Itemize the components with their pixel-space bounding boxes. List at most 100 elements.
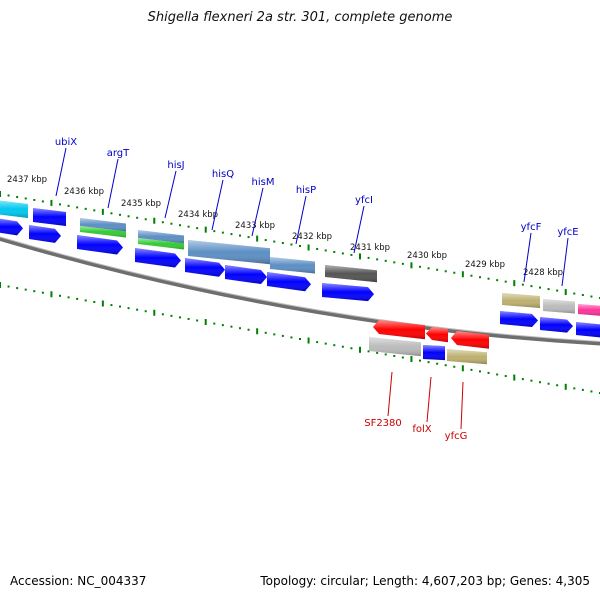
lower-track-minor-tick <box>84 299 87 302</box>
gene-label-hisP: hisP <box>296 185 316 196</box>
upper-track-minor-tick <box>290 243 293 246</box>
upper-track-minor-tick <box>144 218 147 221</box>
scale-label: 2437 kbp <box>7 175 47 185</box>
upper-track-major-tick <box>461 271 464 278</box>
lower-track-minor-tick <box>444 364 447 367</box>
forward-gene-labels: ubiX argT hisJ hisQ hisM hisP yfcI yfcF yfcE <box>55 137 579 287</box>
lower-track-minor-tick <box>264 331 267 334</box>
lower-track-minor-tick <box>299 338 301 340</box>
cds-arrow-rev-shade <box>373 320 425 340</box>
lower-track-minor-tick <box>76 297 79 300</box>
upper-track-minor-tick <box>479 276 481 279</box>
lower-track-minor-tick <box>496 373 499 376</box>
upper-track-minor-tick <box>333 250 336 253</box>
upper-track-minor-tick <box>196 227 199 230</box>
genome-summary-label: Topology: circular; Length: 4,607,203 bp… <box>260 574 590 588</box>
feature-block-hisJ-a-shade <box>138 230 184 244</box>
lower-track-minor-tick <box>436 362 439 365</box>
gene-leader-yfcI <box>353 205 365 254</box>
upper-track-minor-tick <box>496 279 499 282</box>
cds-arrow-fwd-shade <box>322 283 374 302</box>
upper-track-minor-tick <box>7 194 10 197</box>
upper-track-major-tick <box>256 235 259 242</box>
gene-leader-hisQ <box>211 179 224 231</box>
lower-track-minor-tick <box>427 361 430 364</box>
gene-label-yfcG: yfcG <box>445 431 468 442</box>
lower-track-minor-tick <box>136 308 139 311</box>
upper-track-minor-tick <box>170 222 173 225</box>
feature-block-SF2380-shade <box>369 337 421 357</box>
upper-track-major-tick <box>307 244 310 251</box>
lower-track-minor-tick <box>161 313 164 316</box>
upper-track-minor-tick <box>350 253 353 256</box>
upper-track-major-tick <box>564 289 567 296</box>
gene-label-hisM: hisM <box>252 177 275 188</box>
upper-track-minor-tick <box>444 270 447 273</box>
upper-track-minor-tick <box>573 292 576 295</box>
cds-arrow-rev-shade <box>451 331 489 349</box>
scale-labels: 2437 kbp 2436 kbp 2435 kbp 2434 kbp 2433 kbp… <box>7 175 563 278</box>
lower-track-major-tick <box>359 346 361 353</box>
gene-label-ubiX: ubiX <box>55 137 77 148</box>
lower-track-minor-tick <box>581 388 584 391</box>
gene-label-hisJ: hisJ <box>167 160 184 171</box>
upper-track-minor-tick <box>539 286 541 289</box>
feature-block-argT-rna-shade <box>80 226 126 238</box>
upper-track-minor-tick <box>161 221 164 224</box>
upper-track-minor-tick <box>367 256 370 259</box>
upper-track-minor-tick <box>33 198 36 201</box>
lower-track-minor-tick <box>187 317 190 320</box>
lower-track-minor-tick <box>239 327 241 330</box>
upper-track-minor-tick <box>84 207 87 210</box>
gene-leader-yfcF <box>523 232 532 283</box>
gene-leader-hisP <box>295 195 307 245</box>
cds-arrow-rev-shade <box>426 327 448 343</box>
cds-arrow-fwd-shade <box>267 272 311 292</box>
gene-leader-yfcE <box>561 237 569 287</box>
upper-track-major-tick <box>50 199 53 206</box>
lower-track-minor-tick <box>590 390 593 393</box>
scale-label: 2436 kbp <box>64 187 104 197</box>
lower-track-minor-tick <box>179 316 181 319</box>
lower-track-minor-tick <box>33 290 36 293</box>
upper-track-minor-tick <box>59 203 61 206</box>
upper-track-minor-tick <box>419 265 421 268</box>
lower-track-minor-tick <box>547 382 550 385</box>
feature-block-cyan-shade <box>0 200 28 218</box>
upper-track-minor-tick <box>470 274 473 277</box>
feature-block-yfcG-shade <box>447 349 487 365</box>
upper-track-minor-tick <box>376 258 379 261</box>
genome-backbone-highlight <box>0 236 600 342</box>
upper-track-minor-tick <box>453 271 456 274</box>
lower-track-minor-tick <box>393 354 396 357</box>
lower-track-minor-tick <box>144 310 147 313</box>
lower-track-minor-tick <box>521 378 524 381</box>
upper-track-minor-tick <box>487 277 490 280</box>
upper-track-major-tick <box>101 208 104 215</box>
gene-label-yfcF: yfcF <box>521 222 542 233</box>
upper-track-minor-tick <box>110 212 113 215</box>
scale-label: 2435 kbp <box>121 199 161 209</box>
accession-label: Accession: NC_004337 <box>10 574 147 588</box>
upper-track-major-tick <box>204 226 207 233</box>
feature-block-hisJ-rna-shade <box>138 238 184 250</box>
gene-label-hisQ: hisQ <box>212 169 234 180</box>
lower-track-major-tick <box>101 300 104 307</box>
gene-leader-SF2380 <box>387 371 393 417</box>
lower-track-minor-tick <box>230 325 233 328</box>
upper-track-minor-tick <box>273 240 276 243</box>
upper-track-minor-tick <box>230 233 233 236</box>
upper-track-minor-tick <box>581 294 584 297</box>
upper-track-minor-tick <box>341 252 344 255</box>
upper-track-minor-tick <box>547 288 550 291</box>
lower-track-minor-tick <box>376 351 379 354</box>
lower-track-minor-tick <box>59 294 61 297</box>
feature-block-hisP-shade <box>270 257 315 274</box>
upper-track-minor-tick <box>41 200 44 203</box>
cds-arrow-fwd-shade <box>185 258 225 277</box>
upper-track-minor-tick <box>24 197 27 200</box>
lower-track-major-tick <box>307 337 310 344</box>
gene-leader-yfcG <box>460 381 464 430</box>
lower-track-minor-tick <box>16 287 19 290</box>
